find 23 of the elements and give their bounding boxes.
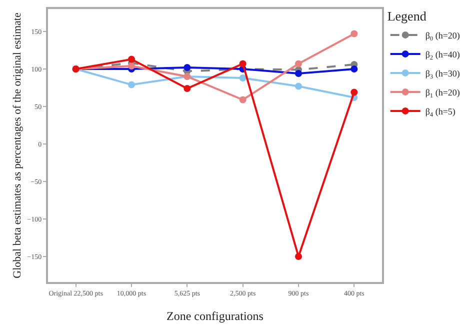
point — [295, 253, 302, 260]
point — [350, 66, 358, 72]
point — [239, 96, 246, 104]
point — [128, 81, 135, 88]
point — [184, 64, 191, 71]
legend-label: β$_{1}$ (h=20) — [425, 87, 460, 100]
point — [350, 88, 358, 96]
legend-title: Legend — [387, 8, 427, 24]
point — [295, 60, 302, 68]
legend-label: β$_{0}$ (h=20) — [425, 30, 460, 42]
point — [128, 62, 135, 70]
legend-label: β$_{4}$ (h=5) — [425, 106, 456, 118]
point — [295, 70, 302, 77]
x-axis-title: Zone configurations — [166, 308, 264, 323]
point — [350, 30, 358, 38]
y-axis-title: Global beta estimates as percentages of the original estimate — [11, 12, 24, 278]
legend-label: β$_{3}$ (h=30) — [425, 68, 460, 80]
point — [184, 85, 191, 92]
point — [128, 56, 135, 63]
point — [239, 74, 246, 82]
point — [295, 82, 302, 90]
point — [239, 60, 246, 68]
legend-label: β$_{2}$ (h=40) — [425, 49, 460, 62]
